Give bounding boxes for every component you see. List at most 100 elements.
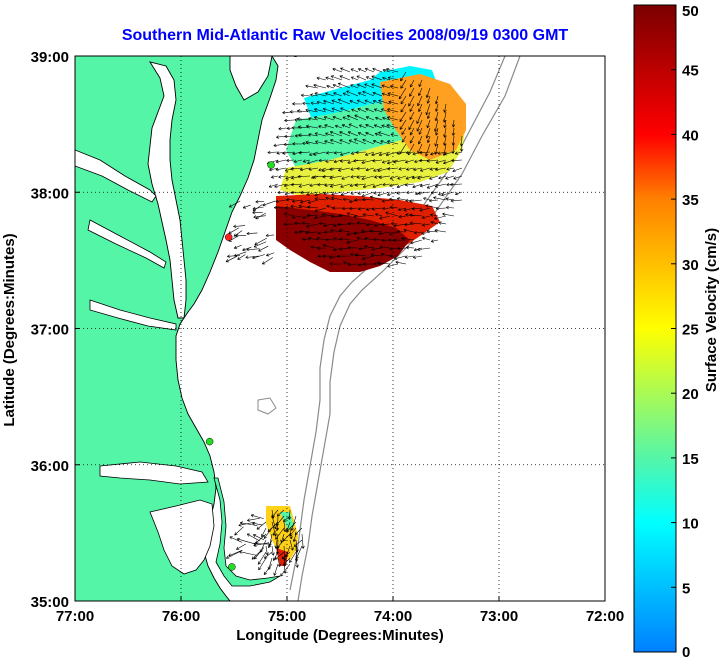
velocity-arrow-113 [451, 119, 456, 128]
velocity-arrow-495 [252, 204, 263, 212]
velocity-arrow-229 [451, 158, 463, 163]
velocity-arrow-277 [453, 175, 463, 180]
velocity-arrow-240 [350, 167, 359, 171]
velocity-arrow-568 [295, 557, 299, 568]
velocity-arrow-111 [434, 119, 439, 132]
velocity-arrow-375 [321, 213, 335, 217]
velocity-arrow-445 [422, 236, 431, 241]
velocity-arrow-34 [409, 87, 415, 97]
velocity-arrow-578 [252, 534, 265, 541]
velocity-arrow-253 [452, 167, 463, 173]
velocity-arrow-403 [381, 222, 391, 227]
velocity-arrow-104 [375, 116, 383, 121]
velocity-arrow-98 [323, 115, 335, 121]
velocity-arrow-187 [309, 151, 319, 156]
velocity-arrow-399 [347, 222, 359, 226]
velocity-arrow-90 [426, 111, 431, 119]
velocity-arrow-14 [356, 75, 367, 81]
velocity-arrow-207 [275, 159, 287, 164]
velocity-arrow-305 [300, 190, 311, 195]
velocity-arrow-311 [350, 191, 359, 195]
velocity-arrow-87 [399, 111, 407, 122]
velocity-arrow-474 [412, 255, 423, 259]
velocity-arrow-110 [426, 119, 431, 129]
x-tick-label-4: 73:00 [480, 608, 518, 625]
velocity-arrow-501 [252, 254, 265, 260]
velocity-arrow-490 [233, 244, 242, 249]
map-plot-area [75, 56, 605, 601]
velocity-arrow-199 [405, 150, 415, 155]
velocity-arrow-522 [290, 515, 297, 531]
velocity-arrow-588 [251, 550, 262, 560]
velocity-arrow-560 [274, 551, 285, 560]
velocity-arrow-261 [322, 175, 335, 179]
velocity-arrow-488 [242, 246, 252, 252]
velocity-arrow-169 [353, 138, 367, 145]
velocity-arrow-51 [417, 95, 423, 107]
velocity-arrow-337 [369, 195, 383, 201]
velocity-arrow-421 [369, 229, 383, 233]
velocity-arrow-252 [446, 167, 455, 171]
velocity-arrow-482 [387, 263, 399, 268]
velocity-arrow-8 [400, 71, 407, 82]
velocity-arrow-55 [302, 101, 311, 106]
velocity-arrow-541 [292, 533, 297, 542]
velocity-arrow-449 [322, 243, 335, 249]
velocity-arrow-5 [372, 67, 383, 73]
velocity-arrow-219 [372, 159, 383, 163]
velocity-arrow-47 [381, 92, 391, 97]
velocity-arrow-133 [435, 127, 439, 136]
velocity-arrow-106 [386, 116, 399, 121]
velocity-arrow-9 [316, 76, 327, 81]
velocity-arrow-585 [246, 533, 260, 542]
velocity-arrow-526 [283, 521, 287, 533]
velocity-arrow-157 [451, 135, 455, 146]
velocity-arrow-143 [329, 130, 343, 137]
colorbar-ticks: 0 5 10 15 20 25 30 35 40 45 50 [671, 3, 699, 661]
velocity-arrow-503 [265, 233, 275, 238]
velocity-arrow-393 [301, 221, 311, 225]
velocity-arrow-161 [292, 142, 303, 146]
velocity-arrow-130 [409, 127, 415, 136]
velocity-arrow-61 [349, 99, 359, 105]
velocity-arrow-396 [323, 223, 335, 228]
velocity-arrow-258 [297, 174, 311, 179]
velocity-arrow-38 [310, 93, 319, 97]
velocity-arrow-68 [409, 103, 415, 112]
velocity-arrow-13 [350, 76, 359, 81]
velocity-arrow-443 [401, 236, 415, 241]
velocity-arrow-338 [381, 199, 391, 203]
velocity-arrow-107 [399, 119, 407, 130]
velocity-arrow-201 [419, 150, 431, 155]
velocity-arrow-271 [405, 175, 415, 180]
velocity-arrow-268 [378, 175, 391, 179]
velocity-arrow-528 [286, 521, 297, 533]
velocity-arrow-80 [340, 107, 351, 113]
velocity-arrow-510 [246, 231, 258, 236]
velocity-arrow-31 [381, 84, 391, 89]
velocity-arrow-294 [396, 183, 407, 189]
velocity-arrow-428 [426, 229, 439, 233]
velocity-arrow-265 [356, 175, 367, 179]
velocity-arrow-459 [406, 245, 415, 250]
velocity-arrow-241 [356, 166, 367, 171]
velocity-arrow-561 [281, 551, 291, 560]
velocity-arrow-129 [401, 127, 407, 135]
velocity-arrow-530 [263, 527, 273, 539]
velocity-arrow-237 [321, 167, 335, 173]
velocity-arrow-118 [305, 124, 319, 129]
velocity-arrow-569 [263, 563, 273, 575]
velocity-arrow-301 [450, 182, 463, 187]
velocity-arrow-283 [309, 183, 319, 187]
velocity-arrow-412 [299, 229, 311, 234]
chart-title: Southern Mid-Atlantic Raw Velocities 200… [122, 27, 569, 44]
velocity-arrow-149 [378, 131, 391, 137]
velocity-arrow-6 [382, 68, 391, 73]
velocity-arrow-97 [313, 116, 327, 121]
velocity-arrow-400 [356, 221, 367, 225]
velocity-arrow-410 [438, 221, 447, 225]
velocity-arrow-27 [350, 84, 359, 89]
velocity-arrow-285 [324, 183, 335, 187]
velocity-arrow-550 [265, 545, 269, 556]
velocity-arrow-433 [325, 238, 335, 242]
